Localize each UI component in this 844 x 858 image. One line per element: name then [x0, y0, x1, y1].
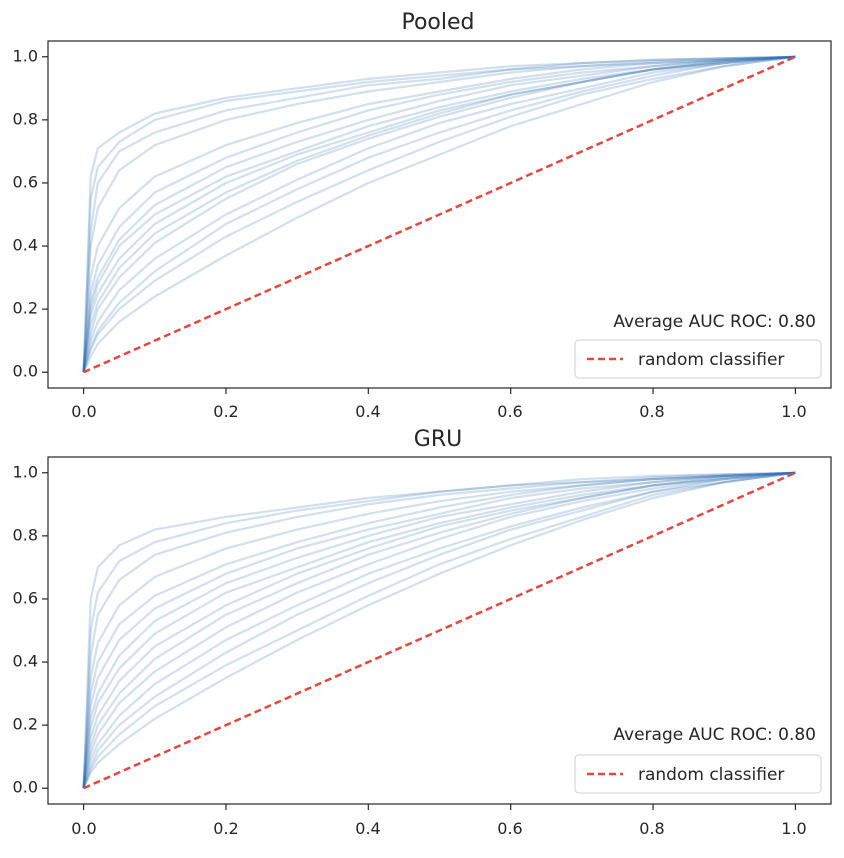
pooled-x-ticks: 0.0 0.2 0.4 0.6 0.8 1.0: [71, 402, 806, 421]
pooled-axes-frame: [47, 40, 832, 389]
pooled-y-tick-1: 0.2: [13, 299, 38, 318]
gru-x-tick-1: 0.2: [213, 819, 238, 838]
pooled-y-tick-2: 0.4: [13, 236, 38, 255]
pooled-x-tick-0: 0.0: [71, 402, 96, 421]
pooled-title: Pooled: [401, 10, 474, 35]
pooled-roc-curve-2: [82, 55, 796, 373]
pooled-plot-area: [42, 40, 832, 394]
pooled-legend-label: random classifier: [638, 350, 784, 370]
gru-y-tick-4: 0.8: [13, 526, 38, 545]
gru-legend-box: [574, 754, 822, 794]
pooled-roc-curve-13: [82, 55, 796, 373]
pooled-roc-curve-7: [82, 55, 796, 373]
gru-roc-curve-2: [82, 471, 796, 789]
pooled-y-tick-0: 0.0: [13, 362, 38, 381]
gru-x-tick-0: 0.0: [71, 819, 96, 838]
gru-y-tick-3: 0.6: [13, 589, 38, 608]
gru-roc-curve-12: [82, 471, 796, 789]
gru-axes-frame: [47, 456, 832, 805]
pooled-y-ticks: 0.0 0.2 0.4 0.6 0.8 1.0: [13, 47, 38, 381]
pooled-roc-curve-12: [82, 55, 796, 373]
gru-legend-label: random classifier: [638, 765, 784, 785]
pooled-y-tick-4: 0.8: [13, 110, 38, 129]
gru-x-tick-4: 0.8: [639, 819, 664, 838]
gru-y-tick-1: 0.2: [13, 715, 38, 734]
pooled-roc-curve-8: [82, 55, 796, 373]
pooled-random-classifier-line: [83, 55, 796, 374]
pooled-roc-curve-11: [82, 55, 796, 373]
pooled-roc-curve-0: [82, 55, 796, 373]
pooled-x-tick-3: 0.6: [497, 402, 522, 421]
pooled-legend: random classifier: [574, 339, 822, 379]
gru-y-tick-0: 0.0: [13, 778, 38, 797]
gru-x-ticks: 0.0 0.2 0.4 0.6 0.8 1.0: [71, 819, 806, 838]
gru-x-tick-2: 0.4: [355, 819, 380, 838]
pooled-auc-annotation: Average AUC ROC: 0.80: [613, 312, 816, 332]
pooled-roc-curve-1: [82, 55, 796, 373]
gru-roc-curve-3: [82, 471, 796, 789]
gru-roc-curve-10: [82, 471, 796, 789]
gru-roc-curve-5: [82, 471, 796, 789]
pooled-roc-curve-10: [82, 55, 796, 373]
pooled-x-tick-4: 0.8: [639, 402, 664, 421]
pooled-roc-curve-3: [82, 55, 796, 373]
gru-y-tick-5: 1.0: [13, 463, 38, 482]
pooled-roc-curve-4: [82, 55, 796, 373]
gru-roc-curve-0: [82, 471, 796, 789]
gru-roc-curve-8: [82, 471, 796, 789]
pooled-legend-box: [574, 339, 822, 379]
pooled-x-tick-1: 0.2: [213, 402, 238, 421]
gru-roc-curve-7: [82, 471, 796, 789]
gru-legend: random classifier: [574, 754, 822, 794]
gru-y-ticks: 0.0 0.2 0.4 0.6 0.8 1.0: [13, 463, 38, 797]
gru-roc-curve-6: [82, 471, 796, 789]
gru-roc-curve-1: [82, 471, 796, 789]
pooled-y-tick-3: 0.6: [13, 173, 38, 192]
pooled-roc-curve-14: [82, 55, 796, 373]
gru-x-tick-3: 0.6: [497, 819, 522, 838]
pooled-roc-curve-9: [82, 55, 796, 373]
gru-y-tick-2: 0.4: [13, 652, 38, 671]
gru-x-tick-5: 1.0: [781, 819, 806, 838]
pooled-x-tick-2: 0.4: [355, 402, 380, 421]
gru-roc-curve-13: [82, 471, 796, 789]
pooled-x-tick-5: 1.0: [781, 402, 806, 421]
gru-plot-area: [42, 456, 832, 810]
gru-subplot: GRU 0.0 0.2 0.4 0.6 0.8 1.0 0.0 0.2 0.4 …: [13, 427, 832, 838]
pooled-y-tick-5: 1.0: [13, 47, 38, 66]
gru-roc-curve-4: [82, 471, 796, 789]
gru-roc-curve-11: [82, 471, 796, 789]
gru-title: GRU: [414, 427, 462, 452]
gru-roc-curve-9: [82, 471, 796, 789]
gru-roc-curve-14: [82, 471, 796, 789]
gru-random-classifier-line: [83, 471, 796, 790]
pooled-roc-curve-5: [82, 55, 796, 373]
pooled-roc-curve-6: [82, 55, 796, 373]
pooled-subplot: Pooled 0.0 0.2 0.4 0.6 0.8 1.0 0.0 0.2 0…: [13, 10, 832, 421]
gru-auc-annotation: Average AUC ROC: 0.80: [613, 725, 816, 745]
